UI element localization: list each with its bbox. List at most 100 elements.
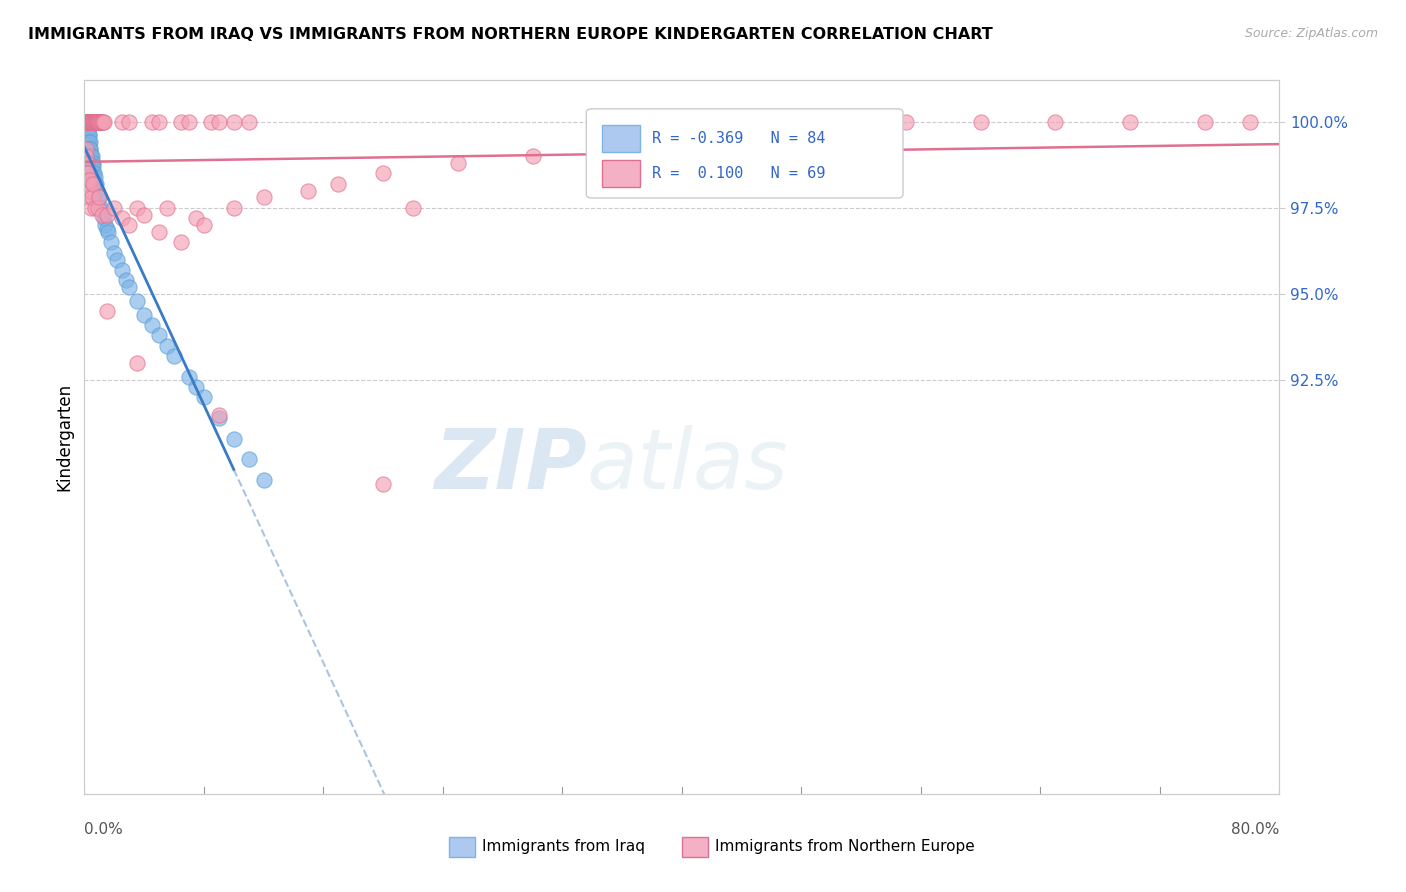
Point [87,114,110,128]
Point [222,201,245,215]
Point [148,225,170,239]
Point [79,149,101,163]
Point [79,156,101,170]
Point [83,169,105,184]
Point [75,121,97,136]
Point [75,128,97,143]
Point [83,114,105,128]
Point [79,173,101,187]
Point [75,114,97,128]
Point [97,225,120,239]
Point [79,114,101,128]
Point [83,201,105,215]
Point [91,204,114,219]
Point [75,142,97,156]
Point [76,114,98,128]
Text: atlas: atlas [586,425,787,506]
Point [170,114,193,128]
Point [83,114,105,128]
Point [77,142,100,156]
Point [75,114,97,128]
Point [79,149,101,163]
Point [208,408,231,422]
Point [177,114,200,128]
Point [79,114,101,128]
Point [402,201,425,215]
Point [75,114,97,128]
Point [91,114,114,128]
Point [75,132,97,146]
Text: Source: ZipAtlas.com: Source: ZipAtlas.com [1244,27,1378,40]
Bar [682,837,709,856]
Point [84,114,107,128]
Point [253,190,276,204]
Point [77,136,100,150]
Point [75,114,97,128]
Point [186,211,208,226]
Point [200,114,222,128]
Point [132,308,156,322]
Point [79,114,101,128]
Point [83,166,105,180]
Point [132,208,156,222]
Point [76,114,98,128]
Point [79,142,101,156]
Point [148,328,170,343]
Point [87,114,110,128]
Point [141,318,163,332]
Point [1239,114,1261,128]
Point [91,208,114,222]
Point [79,156,101,170]
Point [1194,114,1216,128]
Point [103,245,125,260]
Point [77,114,100,128]
Point [80,162,103,177]
Point [76,114,98,128]
Point [76,136,98,150]
Point [115,273,138,287]
Point [447,156,470,170]
Point [75,132,97,146]
Point [84,177,107,191]
Point [186,380,208,394]
Point [76,184,98,198]
Point [76,114,98,128]
Point [90,114,112,128]
Point [77,166,100,180]
Point [76,136,98,150]
Point [125,356,148,370]
Point [82,160,104,174]
Point [238,114,260,128]
Point [111,263,134,277]
Point [253,473,276,487]
Point [970,114,993,128]
Point [76,149,98,163]
Point [80,156,103,170]
Point [75,114,97,128]
Text: ZIP: ZIP [433,425,586,506]
Point [87,201,110,215]
Point [105,252,128,267]
Point [118,218,141,232]
Point [77,149,100,163]
Point [1045,114,1067,128]
Point [77,114,100,128]
Point [77,114,100,128]
Point [208,411,231,425]
Point [522,149,544,163]
Point [87,114,110,128]
Point [75,142,97,156]
Point [94,218,117,232]
Point [155,339,177,353]
Point [79,114,101,128]
Point [125,293,148,308]
Bar [602,125,640,152]
Point [77,142,100,156]
Point [148,114,170,128]
Point [118,280,141,294]
Point [82,173,104,187]
Point [76,125,98,139]
Point [80,114,103,128]
Point [76,173,98,187]
Point [84,114,107,128]
